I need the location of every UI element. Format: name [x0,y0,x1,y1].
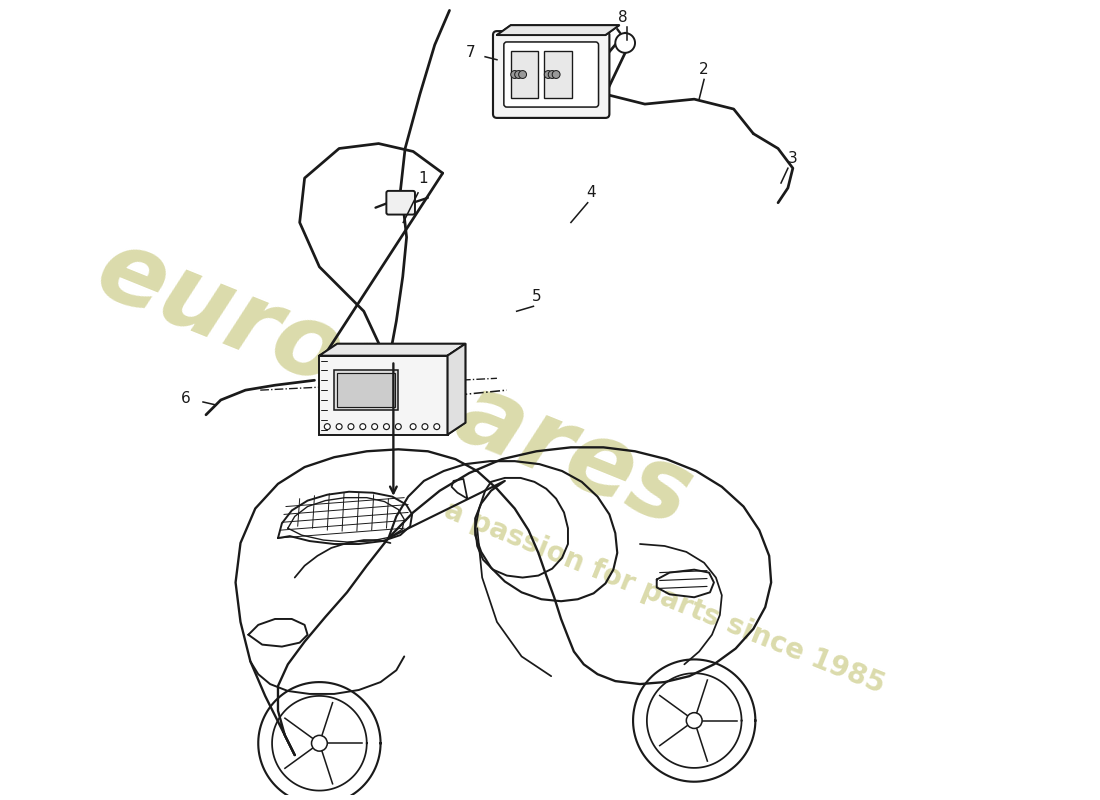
Text: 1: 1 [418,170,428,186]
FancyBboxPatch shape [386,191,415,214]
Circle shape [337,424,342,430]
Bar [338,374,395,407]
Text: 4: 4 [586,186,595,200]
Circle shape [395,424,402,430]
Bar [544,51,572,98]
Circle shape [510,70,518,78]
Circle shape [372,424,377,430]
Text: a passion for parts since 1985: a passion for parts since 1985 [440,496,889,698]
Circle shape [548,70,557,78]
Circle shape [515,70,522,78]
Circle shape [360,424,366,430]
Bar [510,51,538,98]
Text: 8: 8 [618,10,628,25]
Circle shape [348,424,354,430]
Bar [319,356,448,434]
Text: eurospares: eurospares [81,221,705,548]
Circle shape [311,735,328,751]
Circle shape [410,424,416,430]
FancyBboxPatch shape [504,42,598,107]
Text: 2: 2 [700,62,708,77]
Text: 6: 6 [182,390,191,406]
Circle shape [552,70,560,78]
FancyBboxPatch shape [493,31,609,118]
Circle shape [384,424,389,430]
Polygon shape [319,344,465,356]
Text: 5: 5 [531,289,541,304]
Circle shape [518,70,527,78]
Text: 3: 3 [788,151,798,166]
Circle shape [422,424,428,430]
Circle shape [686,713,702,729]
Polygon shape [448,344,465,434]
Circle shape [615,33,635,53]
Text: 7: 7 [465,46,475,60]
Circle shape [324,424,330,430]
Bar [334,370,398,410]
Circle shape [433,424,440,430]
Circle shape [544,70,552,78]
Polygon shape [497,25,619,35]
